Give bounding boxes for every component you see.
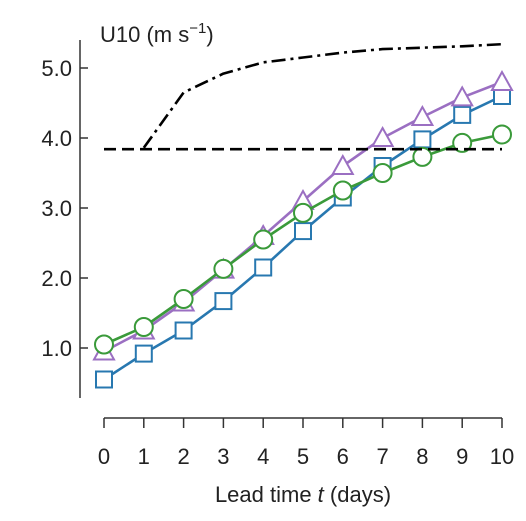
data-point-square (95, 370, 113, 389)
data-point-square (174, 321, 193, 340)
data-point-triangle (450, 85, 474, 107)
x-tick-label: 9 (456, 444, 468, 469)
data-point-circle (293, 202, 313, 223)
data-point-circle (133, 317, 154, 337)
x-tick-label: 8 (416, 444, 428, 469)
data-point-circle (372, 163, 393, 183)
data-point-square (453, 105, 472, 124)
x-tick-label: 10 (490, 444, 514, 469)
y-axis-title-sup: −1 (189, 20, 206, 37)
data-point-square (294, 222, 312, 241)
series-layer (92, 42, 514, 389)
x-tick-label: 4 (257, 444, 269, 469)
data-point-circle (173, 289, 194, 309)
y-tick-label: 5.0 (41, 56, 72, 81)
data-point-triangle (490, 69, 514, 91)
x-axis-title: Lead time t (days) (215, 482, 391, 507)
data-point-triangle (331, 153, 355, 175)
x-tick-label: 2 (177, 444, 189, 469)
y-tick-label: 3.0 (41, 196, 72, 221)
data-point-circle (412, 146, 433, 167)
data-point-circle (452, 132, 473, 153)
x-tick-label: 1 (138, 444, 150, 469)
y-tick-label: 2.0 (41, 266, 72, 291)
x-tick-label: 5 (297, 444, 309, 469)
data-point-triangle (370, 125, 395, 147)
x-tick-label: 6 (337, 444, 349, 469)
y-axis-title: U10 (m s−1) (100, 20, 214, 47)
x-axis-title-italic: t (318, 482, 325, 507)
data-point-square (254, 258, 273, 277)
x-axis-title-main: Lead time (215, 482, 318, 507)
x-tick-label: 3 (217, 444, 229, 469)
data-point-triangle (410, 104, 435, 126)
y-axis-title-end: ) (206, 22, 213, 47)
y-axis-ticks: 1.0 2.0 3.0 4.0 5.0 (41, 56, 88, 361)
data-point-circle (213, 258, 234, 279)
series-line-none (142, 42, 503, 149)
y-axis-title-main: U10 (m s (100, 22, 189, 47)
data-point-circle (94, 334, 114, 355)
x-tick-label: 0 (98, 444, 110, 469)
y-tick-label: 1.0 (41, 336, 72, 361)
data-point-square (134, 344, 153, 363)
data-point-circle (492, 124, 512, 145)
data-point-square (214, 292, 233, 311)
data-point-circle (253, 229, 274, 250)
y-tick-label: 4.0 (41, 126, 72, 151)
x-tick-label: 7 (376, 444, 388, 469)
x-axis-ticks: 0 1 2 3 4 5 6 7 8 9 10 (98, 418, 514, 469)
data-point-circle (332, 180, 353, 201)
x-axis-title-end: (days) (324, 482, 391, 507)
data-point-square (413, 130, 432, 149)
